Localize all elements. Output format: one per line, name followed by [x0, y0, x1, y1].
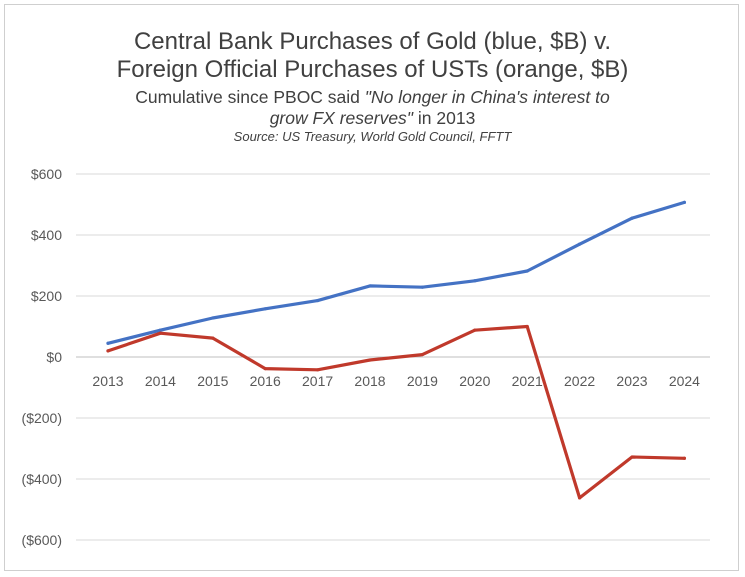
x-tick-label: 2020: [459, 373, 490, 389]
subtitle-prefix: Cumulative since PBOC said: [135, 87, 365, 107]
chart-subtitle: Cumulative since PBOC said "No longer in…: [0, 87, 745, 129]
series-1-point: [420, 285, 424, 289]
series-line-2: [106, 324, 687, 500]
x-tick-label: 2018: [354, 373, 385, 389]
series-2-point: [473, 328, 477, 332]
x-tick-label: 2014: [145, 373, 176, 389]
chart-title-line-1: Central Bank Purchases of Gold (blue, $B…: [133, 28, 612, 55]
y-tick-label: $400: [31, 227, 62, 243]
series-1-point: [630, 216, 634, 220]
series-2-point: [525, 324, 529, 329]
subtitle-quote-2: grow FX reserves": [269, 108, 414, 128]
x-tick-label: 2021: [512, 373, 543, 389]
series-1-point: [211, 316, 215, 320]
series-2-point: [211, 336, 215, 340]
series-1-point: [316, 298, 320, 303]
y-tick-label: ($400): [22, 471, 62, 487]
series-1-point: [158, 328, 162, 332]
series-2-point: [106, 349, 110, 353]
y-tick-label: $600: [31, 166, 62, 182]
subtitle-suffix: in 2013: [413, 108, 476, 128]
series-1-point: [578, 242, 582, 246]
y-tick-label: $200: [31, 288, 62, 304]
series-2-point: [368, 358, 372, 362]
x-tick-label: 2022: [564, 373, 595, 389]
series-1-point: [106, 341, 110, 345]
series-1-point: [682, 200, 687, 204]
series-1-point: [263, 307, 267, 311]
series-1-point: [368, 284, 372, 288]
series-2-point: [420, 352, 424, 357]
series-1-point: [525, 269, 529, 273]
series-2-point: [578, 496, 582, 500]
chart-title-line-2: Foreign Official Purchases of USTs (oran…: [116, 56, 629, 83]
x-tick-label: 2015: [197, 373, 228, 389]
y-tick-label: $0: [46, 349, 62, 365]
y-tick-label: ($200): [22, 410, 62, 426]
series-2-point: [630, 455, 634, 459]
series-2-point: [158, 331, 162, 335]
x-tick-label: 2016: [250, 373, 281, 389]
series-2-point: [682, 456, 687, 460]
y-tick-label: ($600): [22, 532, 62, 548]
subtitle-quote-1: "No longer in China's interest to: [364, 87, 610, 107]
x-tick-label: 2013: [92, 373, 123, 389]
series-2-point: [316, 368, 320, 372]
x-tick-label: 2023: [616, 373, 647, 389]
chart-source: Source: US Treasury, World Gold Council,…: [233, 129, 512, 144]
series-1-point: [473, 279, 477, 283]
x-tick-label: 2017: [302, 373, 333, 389]
series-2-point: [263, 366, 267, 371]
series-line-1: [106, 200, 687, 345]
x-tick-label: 2019: [407, 373, 438, 389]
x-tick-label: 2024: [669, 373, 700, 389]
